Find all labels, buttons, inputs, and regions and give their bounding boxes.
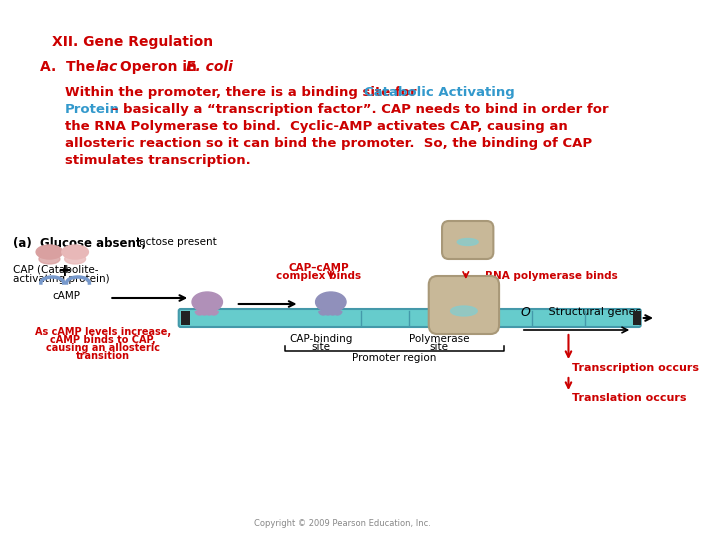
FancyBboxPatch shape xyxy=(442,221,493,259)
Wedge shape xyxy=(195,310,204,315)
Wedge shape xyxy=(323,310,333,315)
Text: CAP-binding: CAP-binding xyxy=(289,334,353,344)
Ellipse shape xyxy=(315,292,346,312)
Text: complex binds: complex binds xyxy=(276,271,361,281)
Ellipse shape xyxy=(192,292,222,312)
Text: transition: transition xyxy=(76,351,130,361)
Text: site: site xyxy=(312,342,330,352)
Ellipse shape xyxy=(451,306,477,316)
Text: lactose present: lactose present xyxy=(133,237,217,247)
Wedge shape xyxy=(210,310,218,315)
Ellipse shape xyxy=(39,254,60,264)
Text: CAP–cAMP: CAP–cAMP xyxy=(288,263,348,273)
Text: the RNA Polymerase to bind.  Cyclic-AMP activates CAP, causing an: the RNA Polymerase to bind. Cyclic-AMP a… xyxy=(65,120,567,133)
Text: Copyright © 2009 Pearson Education, Inc.: Copyright © 2009 Pearson Education, Inc. xyxy=(253,519,431,528)
Text: Translation occurs: Translation occurs xyxy=(572,393,687,403)
Text: Structural genes: Structural genes xyxy=(538,307,642,317)
Text: – basically a “transcription factor”. CAP needs to bind in order for: – basically a “transcription factor”. CA… xyxy=(107,103,609,116)
Text: activating protein): activating protein) xyxy=(13,274,110,284)
Bar xyxy=(633,311,641,325)
Text: XII. Gene Regulation: XII. Gene Regulation xyxy=(53,35,213,49)
Text: Protein: Protein xyxy=(65,103,120,116)
Text: Transcription occurs: Transcription occurs xyxy=(572,363,699,373)
Text: Operon in: Operon in xyxy=(115,60,202,74)
Ellipse shape xyxy=(62,245,89,259)
Wedge shape xyxy=(204,310,214,315)
Text: CAP (Catabolite-: CAP (Catabolite- xyxy=(13,265,99,275)
Text: A.  The: A. The xyxy=(40,60,100,74)
Text: causing an allosteric: causing an allosteric xyxy=(45,343,160,353)
Wedge shape xyxy=(328,310,337,315)
Text: As cAMP levels increase,: As cAMP levels increase, xyxy=(35,327,171,337)
Wedge shape xyxy=(319,310,328,315)
Ellipse shape xyxy=(36,245,63,259)
Text: E. coli: E. coli xyxy=(186,60,233,74)
Text: Polymerase: Polymerase xyxy=(409,334,469,344)
Bar xyxy=(181,311,190,325)
Text: Promoter region: Promoter region xyxy=(352,353,437,363)
Text: Within the promoter, there is a binding site for: Within the promoter, there is a binding … xyxy=(65,86,421,99)
FancyBboxPatch shape xyxy=(428,276,499,334)
Wedge shape xyxy=(333,310,342,315)
Ellipse shape xyxy=(65,254,86,264)
Text: lac: lac xyxy=(96,60,118,74)
FancyBboxPatch shape xyxy=(179,309,641,327)
Text: (a)  Glucose absent,: (a) Glucose absent, xyxy=(13,237,146,250)
Text: RNA polymerase binds: RNA polymerase binds xyxy=(485,271,618,281)
Text: Catabolic Activating: Catabolic Activating xyxy=(364,86,515,99)
Text: site: site xyxy=(430,342,449,352)
Text: stimulates transcription.: stimulates transcription. xyxy=(65,154,251,167)
Text: cAMP: cAMP xyxy=(53,291,81,301)
Ellipse shape xyxy=(457,239,478,246)
Text: O: O xyxy=(521,306,531,319)
Wedge shape xyxy=(200,310,209,315)
Text: allosteric reaction so it can bind the promoter.  So, the binding of CAP: allosteric reaction so it can bind the p… xyxy=(65,137,592,150)
Text: +: + xyxy=(57,262,71,280)
Text: cAMP binds to CAP,: cAMP binds to CAP, xyxy=(50,335,156,345)
